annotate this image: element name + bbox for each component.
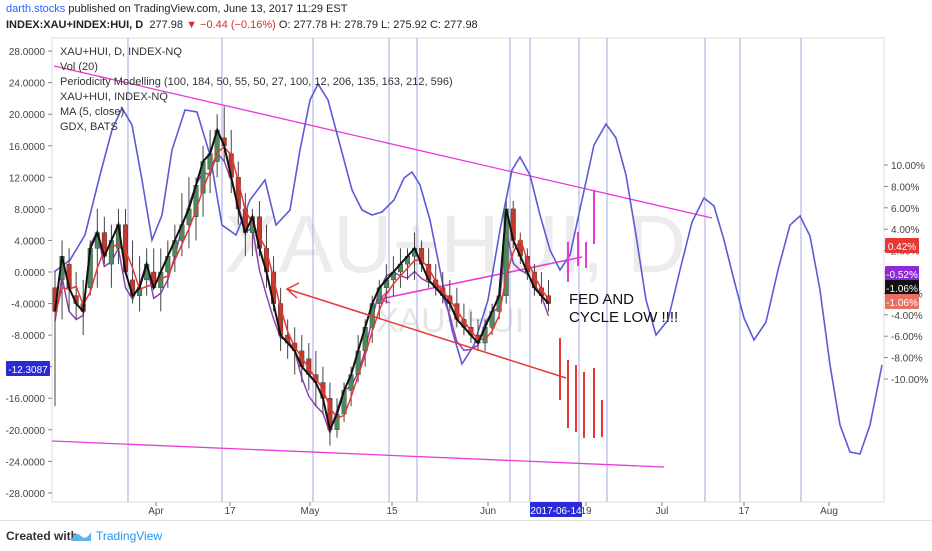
right-axis-tick-label: -10.00% (891, 375, 928, 386)
left-axis-tick-label: 24.0000 (9, 79, 46, 90)
author-name[interactable]: darth.stocks (6, 3, 66, 15)
left-price-badge-text: -12.3087 (8, 365, 48, 376)
right-badge-purple-text: -0.52% (886, 270, 918, 281)
right-axis-tick-label: -8.00% (891, 354, 923, 365)
publish-info: darth.stocks published on TradingView.co… (6, 1, 347, 17)
right-axis-tick-label: -4.00% (891, 311, 923, 322)
x-axis-tick-label: Jun (480, 506, 496, 517)
legend-periodicity[interactable]: Periodicity Modelling (100, 184, 50, 55,… (60, 76, 453, 88)
right-axis-tick-label: 8.00% (891, 182, 919, 193)
x-axis-tick-label: 17 (224, 506, 236, 517)
ma5-close-line (54, 127, 550, 433)
left-price-badge-box (6, 361, 50, 376)
legend-volume[interactable]: Vol (20) (60, 61, 98, 73)
legend-compare[interactable]: XAU+HUI, INDEX-NQ (60, 91, 168, 103)
quote-line: INDEX:XAU+INDEX:HUI, D 277.98 ▼ −0.44 (−… (6, 17, 478, 33)
right-badge-purple[interactable]: -0.52% (885, 266, 919, 281)
tradingview-logo-icon (71, 532, 91, 541)
annotation-line-1: FED AND (569, 291, 634, 308)
x-axis-tick-label: 19 (580, 506, 592, 517)
ohlc-values: O: 277.78 H: 278.79 L: 275.92 C: 277.98 (278, 19, 478, 31)
x-axis-tick-label: Jul (656, 506, 669, 517)
legend-gdx[interactable]: GDX, BATS (60, 121, 118, 133)
right-axis-tick-label: -6.00% (891, 332, 923, 343)
periodicity-wave-line (53, 82, 883, 455)
right-axis-tick-label: 6.00% (891, 204, 919, 215)
plot-area[interactable] (51, 37, 885, 503)
price-change: −0.44 (−0.16%) (200, 19, 276, 31)
right-badge-red[interactable]: 0.42% (885, 238, 919, 253)
left-price-badge[interactable]: -12.3087 (6, 361, 50, 376)
date-badge-text: 2017-06-14 (530, 506, 582, 517)
left-axis-tick-label: -20.0000 (6, 426, 46, 437)
annotation-line-2: CYCLE LOW !!!! (569, 309, 678, 326)
left-axis-tick-label: 12.0000 (9, 173, 46, 184)
left-axis-tick-label: 4.0000 (14, 236, 45, 247)
watermark-text: XAU+HUI, D (224, 199, 687, 290)
upper-trendline (53, 65, 713, 219)
left-axis-tick-label: -28.0000 (6, 489, 46, 500)
symbol-label: INDEX:XAU+INDEX:HUI, D (6, 19, 144, 31)
legend-ma[interactable]: MA (5, close) (60, 106, 124, 118)
red-arrow-head-icon (285, 282, 300, 299)
footer: Created with TradingView (0, 520, 932, 551)
date-badge[interactable]: 2017-06-14 (530, 502, 582, 517)
left-axis-tick-label: 28.0000 (9, 47, 46, 58)
right-badge-purple-box (885, 266, 919, 281)
left-axis-tick-label: -16.0000 (6, 394, 46, 405)
created-with-label: Created with (6, 529, 79, 543)
right-badge-black-box (885, 280, 919, 295)
left-axis-tick-label: -4.0000 (11, 300, 45, 311)
left-axis-tick-label: 8.0000 (14, 205, 45, 216)
x-axis-tick-label: May (301, 506, 320, 517)
x-axis-tick-label: Apr (148, 506, 164, 517)
published-text: published on TradingView.com, June 13, 2… (68, 3, 348, 15)
right-badge-salmon-text: -1.06% (886, 298, 918, 309)
date-badge-box (530, 502, 582, 517)
x-axis-tick-label: Aug (820, 506, 838, 517)
red-arrow-line (286, 288, 567, 379)
red-ma-line (54, 146, 550, 419)
left-axis-tick-label: 20.0000 (9, 110, 46, 121)
price-chart[interactable]: XAU+HUI, D XAU+HUI 28.000024.000020.0000… (0, 0, 932, 520)
left-axis-tick-label: -8.0000 (11, 331, 45, 342)
legend-symbol[interactable]: XAU+HUI, D, INDEX-NQ (60, 46, 182, 58)
x-axis-tick-label: 15 (386, 506, 398, 517)
x-axis-tick-label: 17 (738, 506, 750, 517)
down-triangle-icon: ▼ (186, 19, 197, 31)
last-price: 277.98 (149, 19, 183, 31)
left-axis-tick-label: -24.0000 (6, 457, 46, 468)
right-axis-tick-label: 10.00% (891, 161, 925, 172)
right-badge-red-box (885, 238, 919, 253)
right-badge-red-text: 0.42% (888, 242, 916, 253)
right-badge-salmon-box (885, 294, 919, 309)
tradingview-brand-link[interactable]: TradingView (96, 529, 163, 543)
right-badge-black[interactable]: -1.06% (885, 280, 919, 295)
left-axis-tick-label: 16.0000 (9, 142, 46, 153)
right-badge-black-text: -1.06% (886, 284, 918, 295)
left-axis-tick-label: 0.0000 (14, 268, 45, 279)
lower-trendline (51, 440, 665, 468)
rising-trendline (379, 256, 583, 300)
right-axis-tick-label: 4.00% (891, 225, 919, 236)
right-badge-salmon[interactable]: -1.06% (885, 294, 919, 309)
